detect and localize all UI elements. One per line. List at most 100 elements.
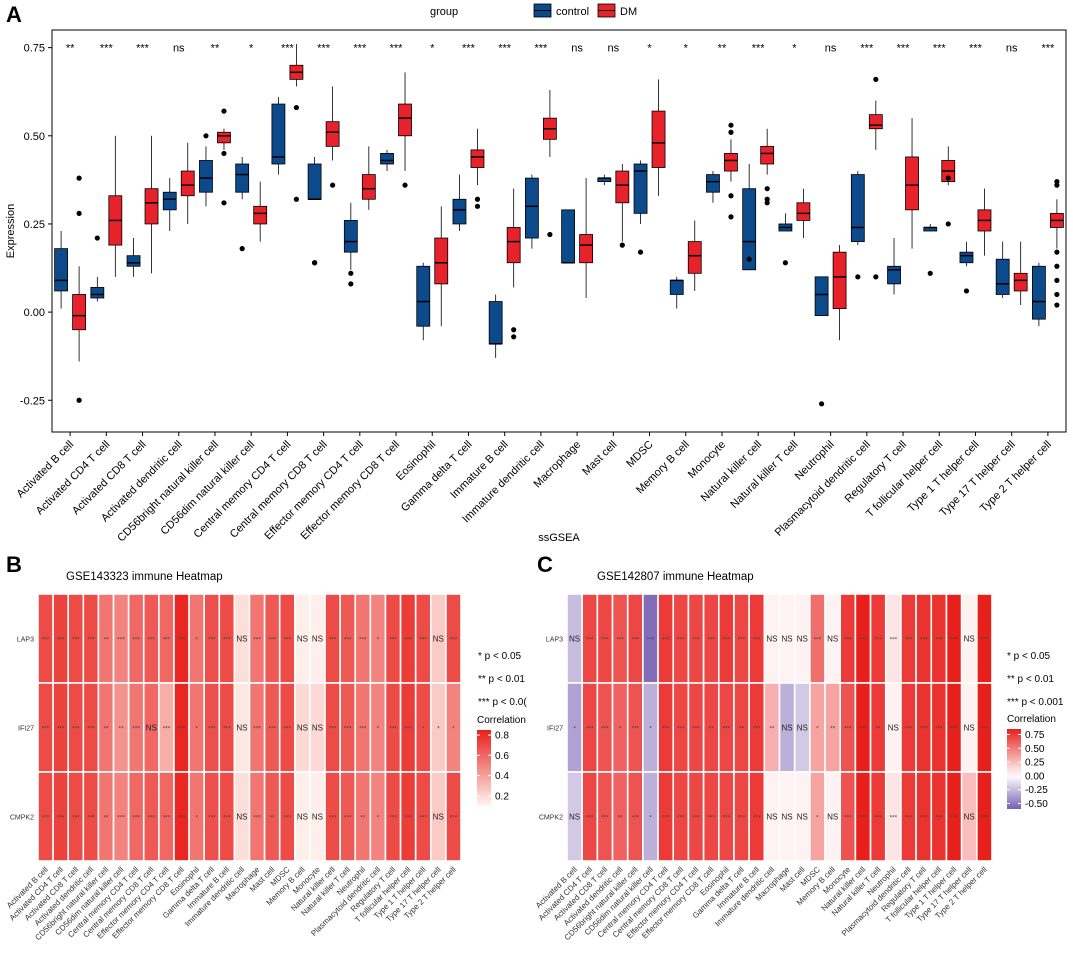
heatmap-c-colorbar-label: 0.00 xyxy=(1025,771,1045,782)
y-tick-label: -0.25 xyxy=(20,395,45,407)
heatmap-b-cell-label: *** xyxy=(389,726,397,733)
heatmap-b-cell-label: *** xyxy=(178,726,186,733)
heatmap-b-cell-label: *** xyxy=(389,637,397,644)
box-dm xyxy=(796,202,811,221)
heatmap-c-cell-label: *** xyxy=(632,726,640,733)
outlier-point xyxy=(1054,291,1060,298)
plot-frame-a xyxy=(51,29,1067,433)
heatmap-b-cell-label: NS xyxy=(236,724,247,733)
heatmap-b-cell-label: *** xyxy=(72,637,80,644)
heatmap-b-cell-label: * xyxy=(377,815,380,822)
heatmap-c-cell-label: *** xyxy=(935,726,943,733)
significance-label: ns xyxy=(825,43,837,55)
heatmap-b-cell-label: NS xyxy=(312,724,323,733)
heatmap-b-title: GSE143323 immune Heatmap xyxy=(66,571,223,583)
heatmap-c-cell-label: *** xyxy=(859,815,867,822)
box-control xyxy=(235,163,250,193)
heatmap-c-cell-label: * xyxy=(649,726,652,733)
heatmap-b-cell-label: *** xyxy=(253,726,261,733)
box-control xyxy=(524,177,539,239)
heatmap-c-colorbar xyxy=(1007,729,1021,809)
heatmap-c-colorbar-label: 0.75 xyxy=(1025,730,1045,741)
outlier-point xyxy=(293,104,299,111)
heatmap-c-cell-label: *** xyxy=(632,815,640,822)
heatmap-b-cell-label: ** xyxy=(103,815,109,822)
heatmap-b-cell-label: *** xyxy=(208,637,216,644)
heatmap-c-cell-label: *** xyxy=(601,815,609,822)
heatmap-c-row-label: IFI27 xyxy=(547,726,563,733)
heatmap-b-cell-label: *** xyxy=(389,815,397,822)
heatmap-b-cell-label: * xyxy=(377,637,380,644)
heatmap-c-cell-label: *** xyxy=(814,637,822,644)
box-dm xyxy=(868,114,883,130)
box-control xyxy=(452,198,467,225)
heatmap-c-cell-label: *** xyxy=(692,726,700,733)
heatmap-b-cell-label: ** xyxy=(270,815,276,822)
heatmap-c-cell-label: *** xyxy=(920,726,928,733)
heatmap-b-cell-label: *** xyxy=(329,726,337,733)
x-tick-label: Natural killer T cell xyxy=(728,439,800,511)
significance-label: *** xyxy=(498,43,512,55)
heatmap-b-row-label: LAP3 xyxy=(17,637,34,644)
significance-label: *** xyxy=(317,43,331,55)
significance-label: ** xyxy=(718,43,727,55)
heatmap-c-cell-label: NS xyxy=(569,635,580,644)
outlier-point xyxy=(728,214,734,220)
heatmap-b-cell-label: NS xyxy=(312,813,323,822)
outlier-point xyxy=(293,196,299,202)
x-tick-label: Mast cell xyxy=(580,439,619,478)
heatmap-c-cell-label: NS xyxy=(888,724,899,733)
box-control xyxy=(199,160,213,193)
legend-label-dm: DM xyxy=(620,6,637,18)
heatmap-c-cell-label: ** xyxy=(876,726,882,733)
box-control xyxy=(959,251,974,264)
heatmap-b-cell-label: NS xyxy=(297,635,308,644)
legend-label-control: control xyxy=(556,6,589,18)
significance-label: *** xyxy=(462,43,476,55)
significance-label: * xyxy=(647,43,652,55)
heatmap-b-colorbar-label: 0.4 xyxy=(495,771,509,782)
box-dm xyxy=(217,131,231,144)
heatmap-b-cell-label: *** xyxy=(178,815,186,822)
heatmap-c-cell-label: ** xyxy=(739,726,745,733)
outlier-point xyxy=(348,270,354,276)
box-control xyxy=(54,248,69,292)
heatmap-b-cell-label: *** xyxy=(72,726,80,733)
heatmap-b-colorbar xyxy=(477,730,491,806)
significance-label: ** xyxy=(66,43,75,55)
heatmap-b-cell-label: *** xyxy=(283,815,291,822)
box-dm xyxy=(687,241,702,274)
heatmap-b-cell-label: *** xyxy=(208,726,216,733)
heatmap-b-cell-label: ** xyxy=(119,726,125,733)
outlier-point xyxy=(1054,182,1060,188)
heatmap-b-cell-label: ** xyxy=(103,726,109,733)
outlier-point xyxy=(873,76,879,82)
heatmap-c-cell-label: *** xyxy=(677,815,685,822)
box-dm xyxy=(398,103,412,137)
significance-label: *** xyxy=(897,43,911,55)
heatmap-b-cell-label: * xyxy=(195,815,198,822)
heatmap-b-cell-label: *** xyxy=(163,726,171,733)
heatmap-c-cell-label: *** xyxy=(586,815,594,822)
heatmap-c-cell-label: *** xyxy=(662,637,670,644)
outlier-point xyxy=(511,327,517,333)
heatmap-b-cell-label: *** xyxy=(344,637,352,644)
heatmap-c-cell-label: *** xyxy=(950,637,958,644)
heatmap-b-cell-label: * xyxy=(195,637,198,644)
heatmap-c-cell-label: NS xyxy=(766,635,777,644)
outlier-point xyxy=(402,182,408,188)
outlier-point xyxy=(855,274,861,280)
significance-label: *** xyxy=(390,43,404,55)
outlier-point xyxy=(819,401,825,407)
heatmap-b-cell-label: *** xyxy=(253,815,261,822)
heatmap-c-cell-label: *** xyxy=(647,637,655,644)
heatmap-c-cell-label: ** xyxy=(618,815,624,822)
heatmap-b-cell-label: *** xyxy=(178,637,186,644)
heatmap-c-cell-label: *** xyxy=(586,726,594,733)
heatmap-b-cell-label: * xyxy=(452,726,455,733)
heatmap-c-cell-label: NS xyxy=(964,724,975,733)
heatmap-c-cell-label: *** xyxy=(890,637,898,644)
heatmap-c-cell-label: *** xyxy=(738,637,746,644)
box-dm xyxy=(1013,272,1028,292)
heatmap-c-cell-label: *** xyxy=(874,637,882,644)
